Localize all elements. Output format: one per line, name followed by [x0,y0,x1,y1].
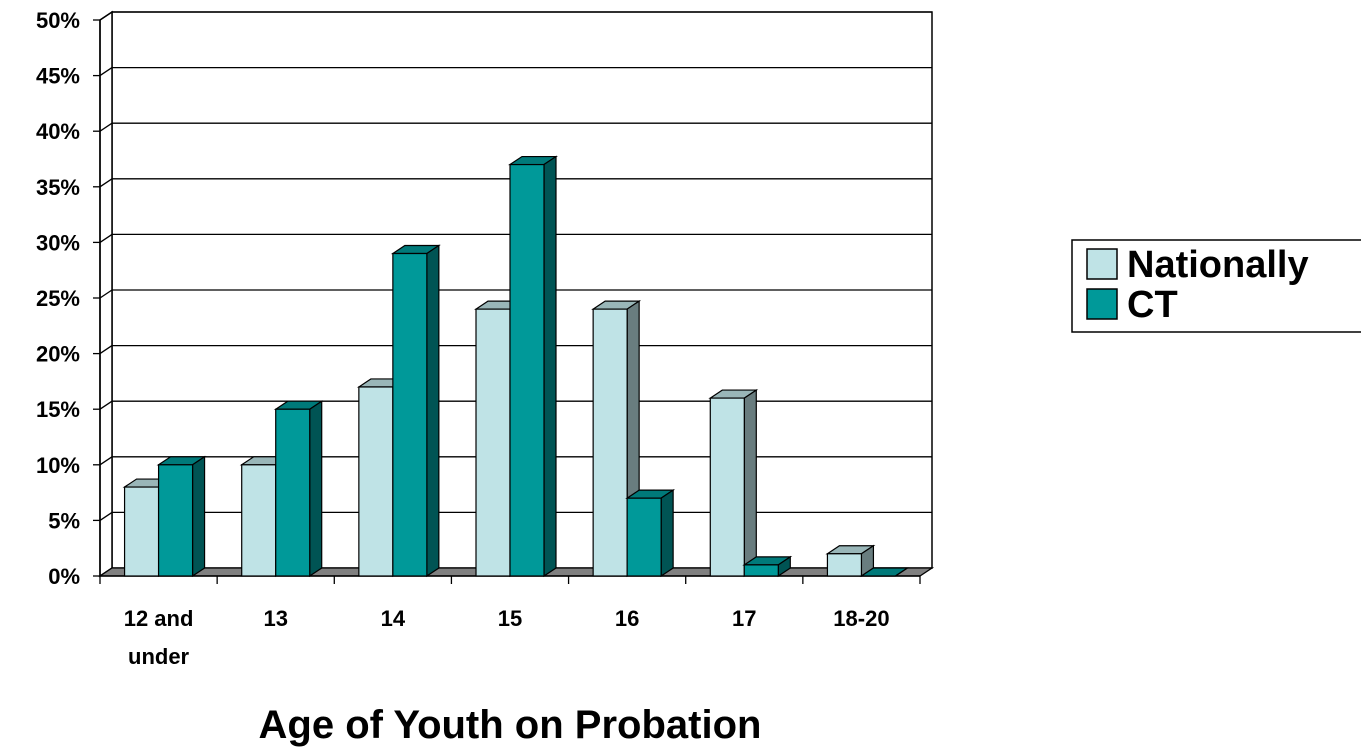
y-tick-label: 50% [36,8,80,33]
y-tick-label: 15% [36,397,80,422]
gridline-side [99,511,113,521]
bar-ct-3 [508,155,558,578]
legend-swatch-ct [1086,288,1118,320]
bar-side [660,489,674,578]
bar-ct-5 [742,555,793,578]
y-tick-label: 30% [36,230,80,255]
y-tick-label: 5% [48,508,80,533]
bars [122,155,910,578]
x-category-label: 14 [381,606,406,631]
legend-label-ct: CT [1127,284,1178,326]
x-category-label: 15 [498,606,522,631]
x-axis-title: Age of Youth on Probation [259,703,762,747]
y-tick-label: 45% [36,64,80,89]
bar-side [895,567,908,577]
bar-ct-1 [273,400,324,578]
bar-ct-2 [390,244,441,578]
x-category-label: 16 [615,606,639,631]
y-tick-label: 35% [36,175,80,200]
bar-nationally-6 [825,544,876,578]
gridline-side [99,456,113,466]
gridline-side [99,11,113,21]
bar-front [157,464,194,577]
gridline-side [99,233,113,243]
x-category-label: 13 [263,606,287,631]
legend-label-nationally: Nationally [1127,244,1309,286]
bar-front [275,408,311,577]
bar-front [509,163,545,577]
x-category-label: 12 and under [124,606,194,669]
legend-box [1071,239,1361,333]
x-category-label: 17 [732,606,756,631]
bar-front [592,308,628,577]
bar-side [191,455,206,578]
legend: Nationally CT [1071,239,1361,333]
bar-nationally-5 [708,388,759,578]
gridline-side [99,122,113,132]
bar-front [241,464,277,577]
y-tick-label: 10% [36,453,80,478]
bar-front [709,397,745,577]
bar-ct-6 [859,567,910,577]
bar-front [475,308,511,577]
bar-ct-0 [156,455,207,578]
bar-front [743,564,779,577]
y-tick-label: 0% [48,564,80,589]
bar-side [743,388,757,578]
y-tick-labels: 0% 5% 10% 15% 20% 25% 30% 35% 40% 45% 50% [36,8,80,589]
bar-front [123,486,160,577]
bar-front [358,386,394,577]
bar-front [826,553,863,577]
bar-side [543,155,557,578]
bar-ct-4 [625,489,676,578]
gridline-side [99,345,113,355]
x-category-label: 18-20 [833,606,889,631]
legend-swatch-nationally [1086,248,1118,280]
bar-front [626,497,662,577]
gridline-side [99,400,113,410]
bar-side [309,400,323,578]
y-tick-label: 40% [36,119,80,144]
bar-front [392,252,428,577]
bar-side [426,244,440,578]
gridline-side [99,178,113,188]
x-category-labels: 12 and under 13 14 15 16 17 18-20 [124,606,890,669]
y-tick-label: 25% [36,286,80,311]
y-tick-label: 20% [36,342,80,367]
gridline-side [99,67,113,77]
gridline-side [99,289,113,299]
